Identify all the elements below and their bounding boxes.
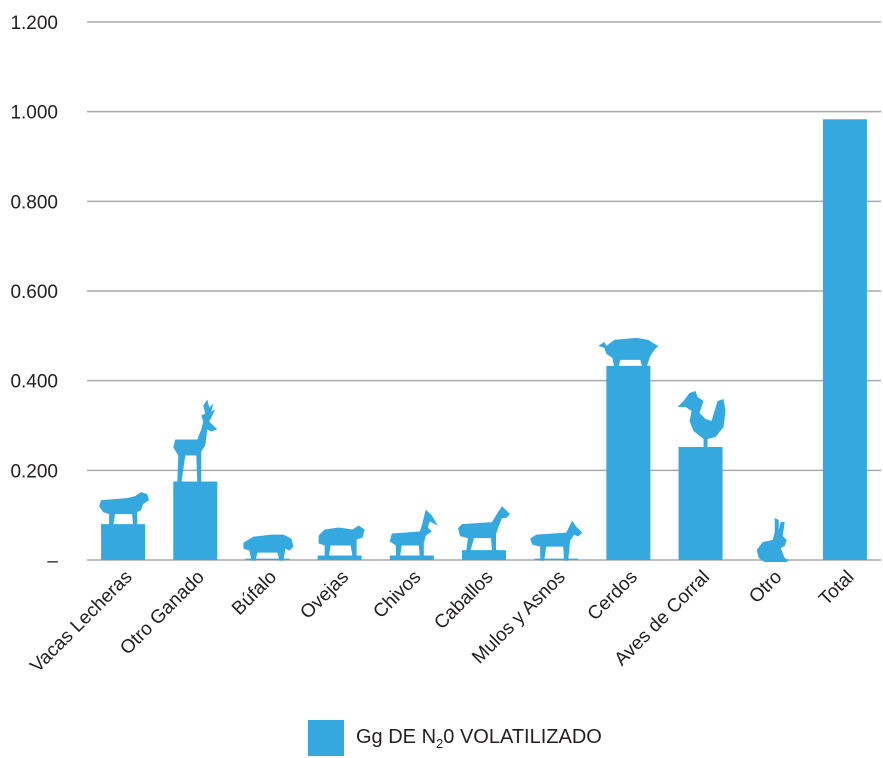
x-tick-label: Otro xyxy=(745,567,786,608)
bar xyxy=(101,524,146,560)
bar xyxy=(389,555,434,560)
bar xyxy=(173,481,218,560)
legend: Gg DE N20 VOLATILIZADO xyxy=(308,720,602,756)
y-tick-label: – xyxy=(47,551,58,572)
donkey-icon xyxy=(530,520,583,561)
rabbit-icon xyxy=(756,518,789,562)
y-tick-label: 0.200 xyxy=(10,461,58,482)
bar xyxy=(462,550,506,560)
bars xyxy=(101,119,867,560)
bar xyxy=(678,447,723,560)
y-tick-label: 0.800 xyxy=(10,192,58,213)
bar xyxy=(534,558,579,560)
y-tick-label: 0.400 xyxy=(10,372,58,393)
bar xyxy=(317,555,362,560)
legend-label-suffix: 0 VOLATILIZADO xyxy=(443,725,602,748)
legend-label-subscript: 2 xyxy=(436,735,444,751)
y-tick-label: 0.600 xyxy=(10,282,58,303)
gridlines xyxy=(87,21,881,561)
legend-label: Gg DE N20 VOLATILIZADO xyxy=(356,726,602,751)
animal-icons xyxy=(99,337,789,562)
x-tick-label: Cerdos xyxy=(584,567,642,625)
x-tick-label: Búfalo xyxy=(228,567,281,620)
horse-icon xyxy=(458,506,510,553)
bar xyxy=(245,558,290,560)
deer-icon xyxy=(173,399,218,484)
cow-icon xyxy=(99,492,150,527)
y-axis-ticks: – 0.200 0.400 0.600 0.800 1.000 1.200 xyxy=(10,13,58,572)
legend-swatch xyxy=(308,720,344,756)
y-tick-label: 1.000 xyxy=(10,103,58,124)
y-tick-label: 1.200 xyxy=(10,13,58,34)
sheep-icon xyxy=(318,525,365,558)
buffalo-icon xyxy=(243,534,294,561)
rooster-icon xyxy=(677,391,726,450)
x-tick-label: Total xyxy=(815,567,858,610)
x-tick-label: Caballos xyxy=(430,567,497,634)
bar xyxy=(822,119,867,560)
x-tick-label: Chivos xyxy=(369,567,425,623)
bar xyxy=(606,365,651,560)
x-tick-label: Vacas Lecheras xyxy=(26,567,136,677)
x-tick-label: Ovejas xyxy=(297,567,354,624)
goat-icon xyxy=(389,509,438,558)
pig-icon xyxy=(598,337,659,368)
legend-label-prefix: Gg DE N xyxy=(356,725,437,748)
